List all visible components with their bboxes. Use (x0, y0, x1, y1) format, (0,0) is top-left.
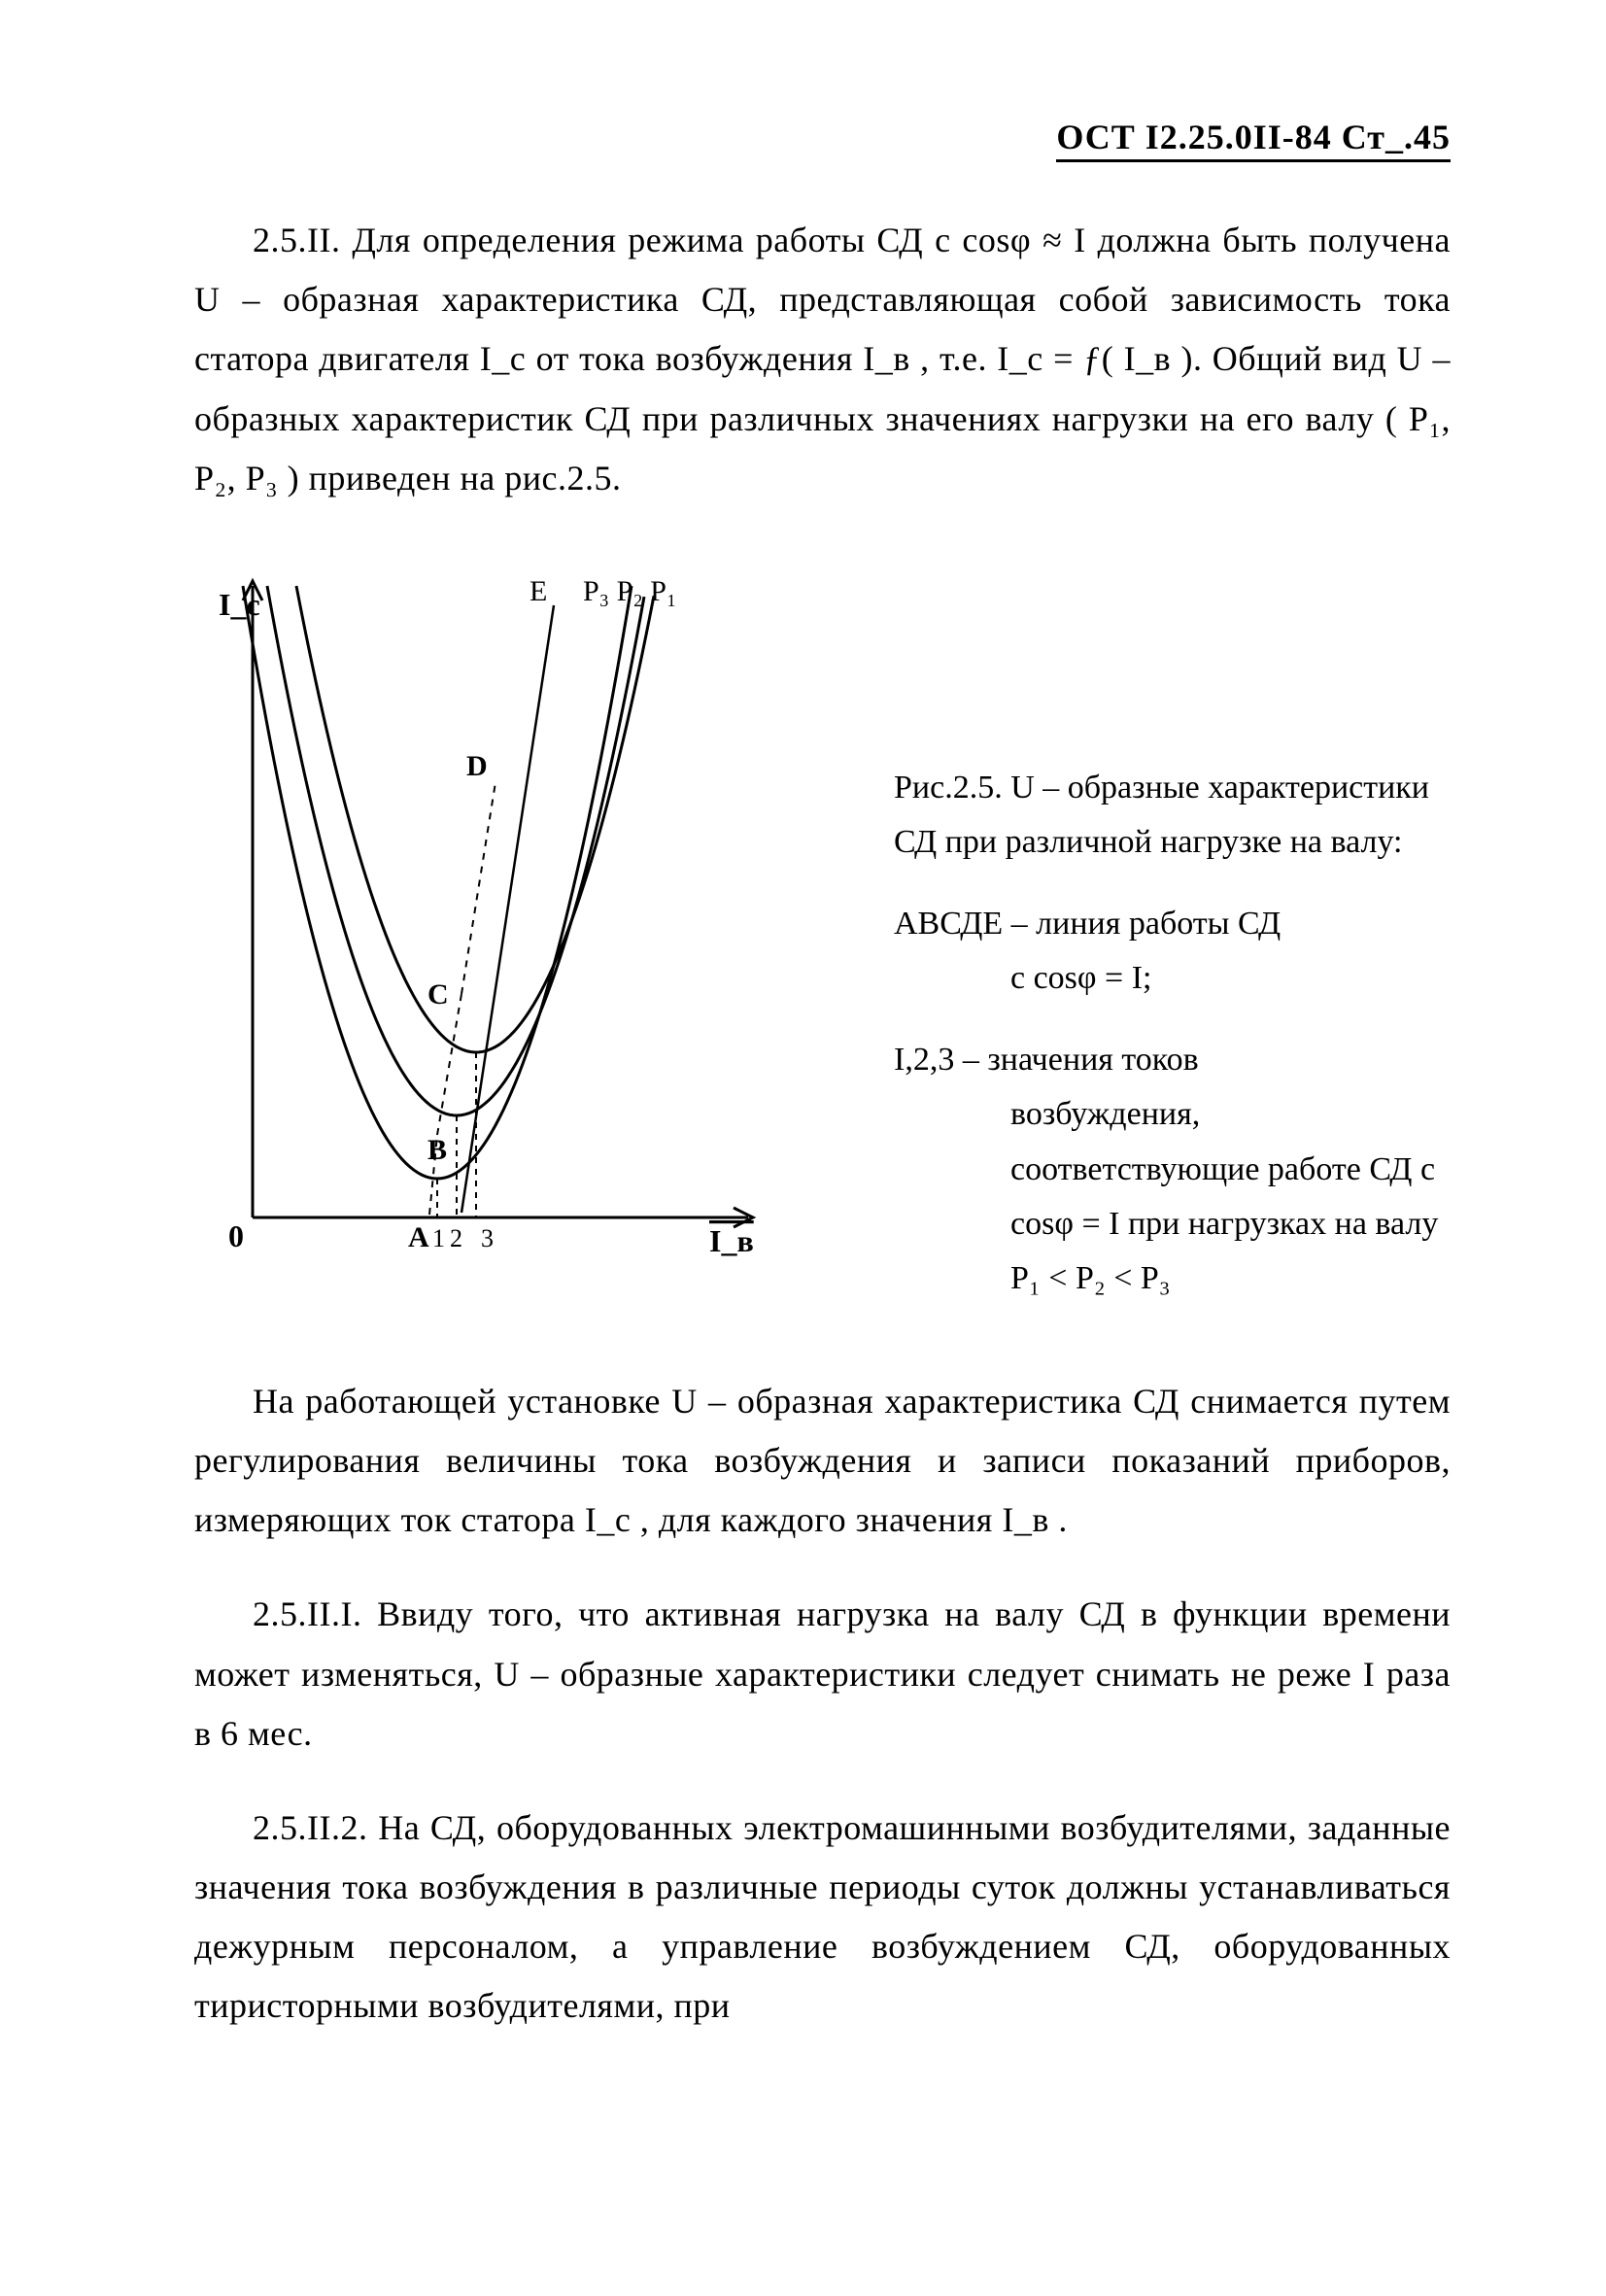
curve-p2 (267, 586, 644, 1115)
caption-123: I,2,3 – значения токов возбуждения, соот… (894, 1033, 1451, 1305)
paragraph-2-5-11-2: 2.5.II.2. На СД, оборудованных электрома… (194, 1799, 1451, 2037)
paragraph-2-5-11-1: 2.5.II.I. Ввиду того, что активная нагру… (194, 1585, 1451, 1764)
caption-abcde-line2: с cosφ = I; (894, 951, 1151, 1006)
caption-123-line1: I,2,3 – значения токов (894, 1042, 1199, 1078)
label-B: B (427, 1134, 447, 1166)
header-text: ОСТ I2.25.0II-84 Ст_.45 (1056, 117, 1451, 162)
curve-p1 (243, 586, 632, 1179)
label-C: C (427, 978, 449, 1011)
u-curve-chart: I_c I_в 0 E (194, 547, 836, 1266)
x-axis-label: I_в (709, 1223, 754, 1258)
caption-title: Рис.2.5. U – образные характеристики СД … (894, 761, 1451, 870)
page-header: ОСТ I2.25.0II-84 Ст_.45 (194, 117, 1451, 162)
label-D: D (466, 750, 488, 782)
label-P: P₃ P₂ P₁ (583, 575, 676, 607)
seg-cd (461, 782, 495, 994)
figure-caption-block: Рис.2.5. U – образные характеристики СД … (836, 547, 1451, 1333)
tick-1: 1 (432, 1224, 445, 1252)
tick-2: 2 (450, 1224, 462, 1252)
paragraph-2-5-11: 2.5.II. Для определения режима работы СД… (194, 211, 1451, 508)
label-A: A (408, 1221, 429, 1253)
label-E: E (530, 575, 547, 607)
curve-p3 (296, 586, 654, 1052)
figure-2-5: I_c I_в 0 E (194, 547, 1451, 1333)
origin-label: 0 (228, 1218, 244, 1253)
paragraph-after-figure: На работающей установке U – образная хар… (194, 1372, 1451, 1551)
tick-3: 3 (481, 1224, 494, 1252)
document-page: ОСТ I2.25.0II-84 Ст_.45 2.5.II. Для опре… (0, 0, 1606, 2296)
caption-123-line2: возбуждения, соответствующие работе СД с… (894, 1087, 1451, 1305)
y-axis-label: I_c (219, 587, 260, 622)
caption-abcde-line1: АВСДЕ – линия работы СД (894, 906, 1281, 942)
caption-abcde: АВСДЕ – линия работы СД с cosφ = I; (894, 897, 1451, 1006)
figure-chart: I_c I_в 0 E (194, 547, 836, 1266)
